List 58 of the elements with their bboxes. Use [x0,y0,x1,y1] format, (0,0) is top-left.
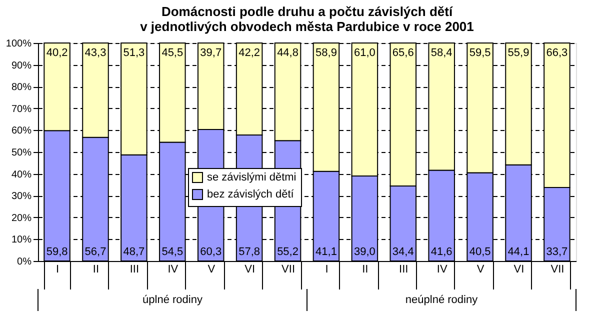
data-label: 54,5 [162,246,184,258]
data-label: 43,3 [84,47,106,59]
data-label: 44,8 [277,47,298,59]
data-label: 55,9 [508,47,530,59]
data-label: 65,6 [392,47,414,59]
data-label: 39,7 [200,47,222,59]
data-label: 56,7 [84,246,106,258]
data-label: 59,5 [469,47,491,59]
x-tick-label: IV [168,264,179,276]
data-label: 33,7 [546,246,568,258]
data-label: 41,1 [316,246,337,258]
data-label: 60,3 [200,246,222,258]
data-label: 51,3 [123,47,145,59]
data-label: 59,8 [46,246,68,258]
y-tick-label: 70% [11,104,32,115]
x-tick-label: VII [550,264,564,276]
y-tick-label: 60% [11,126,32,137]
y-tick-label: 40% [11,169,32,180]
data-label: 45,5 [162,47,184,59]
x-tick-label: III [399,264,408,276]
x-tick-label: VI [244,264,256,276]
y-tick-label: 100% [6,38,32,50]
data-label: 40,2 [46,47,68,59]
x-tick-label: IV [436,264,448,276]
data-label: 58,9 [316,47,337,59]
data-label: 55,2 [277,246,298,258]
y-tick-label: 90% [11,60,32,72]
y-tick-label: 0% [17,256,32,268]
x-tick-label: I [56,264,60,276]
y-tick-label: 50% [11,148,32,158]
chart-title: Domácnosti podle druhu a počtu závislých dětí v jednotlivých obvodech města Pardubice v roce 2001 [140,4,474,34]
data-label: 48,7 [123,246,145,258]
legend-label: bez závislých dětí [207,188,295,200]
data-label: 34,4 [392,246,414,258]
data-label: 57,8 [238,246,260,258]
x-tick-label: VI [514,264,524,276]
data-label: 39,0 [354,246,376,258]
data-label: 58,4 [430,47,452,59]
y-tick-label: 80% [11,82,32,94]
text: úplné rodiny [142,294,203,306]
x-tick-label: V [476,264,485,276]
data-label: 61,0 [354,47,376,59]
text: neúplné rodiny [405,294,478,306]
data-label: 42,2 [238,47,260,59]
y-tick-label: 10% [11,234,32,246]
x-tick-label: VII [282,264,295,276]
x-tick-label: II [362,264,368,276]
x-tick-label: V [208,264,216,276]
x-tick-label: I [325,264,328,276]
y-tick-label: 30% [11,191,32,202]
y-tick-label: 20% [11,212,32,224]
data-label: 40,5 [469,246,491,258]
data-label: 41,6 [430,246,452,258]
data-label: 66,3 [546,47,568,59]
x-tick-label: II [92,264,100,276]
legend-label: se závislými dětmi [207,172,296,184]
data-label: 44,1 [508,246,530,258]
x-tick-label: III [130,264,140,276]
